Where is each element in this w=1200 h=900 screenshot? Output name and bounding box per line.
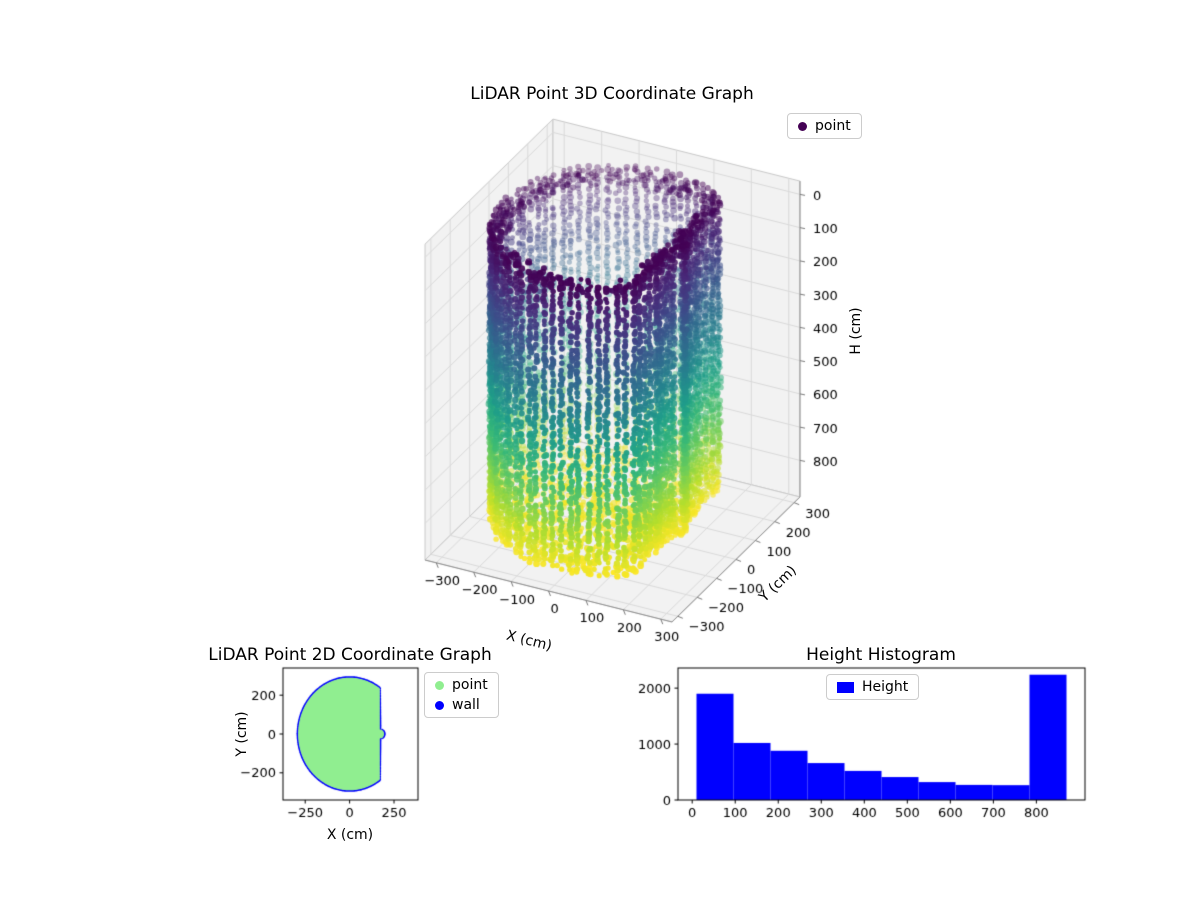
point-marker-icon (798, 121, 807, 131)
plot3d-title: LiDAR Point 3D Coordinate Graph (470, 84, 754, 104)
plot2d-yaxis-label: Y (cm) (234, 711, 250, 757)
plot2d-legend: point wall (424, 672, 499, 718)
legend-entry-point: point (435, 678, 488, 692)
legend-label: Height (862, 679, 909, 695)
legend-entry-wall: wall (435, 698, 488, 712)
histogram-title: Height Histogram (806, 645, 956, 665)
plot2d-title: LiDAR Point 2D Coordinate Graph (208, 645, 492, 665)
plot3d-zaxis-label: H (cm) (848, 307, 864, 355)
wall-marker-icon (435, 700, 444, 710)
legend-entry-height: Height (837, 680, 908, 694)
histogram-legend: Height (826, 674, 920, 700)
legend-label: point (815, 118, 851, 134)
plot2d-xaxis-label: X (cm) (326, 827, 374, 843)
legend-entry-point: point (798, 119, 851, 133)
plot3d-legend: point (787, 113, 862, 139)
height-patch-icon (837, 681, 854, 693)
point-marker-icon (435, 680, 444, 690)
legend-label: point (452, 677, 488, 693)
legend-label: wall (452, 697, 480, 713)
